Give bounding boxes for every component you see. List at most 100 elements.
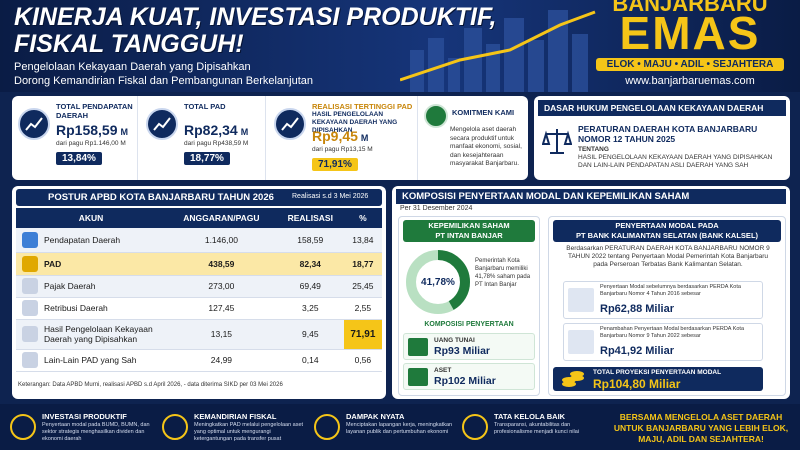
table-cell: 3,25	[302, 303, 319, 313]
kpi-icon	[146, 108, 178, 140]
tagline: ELOK • MAJU • ADIL • SEJAHTERA	[596, 58, 784, 71]
subtitle-line: Pengelolaan Kekayaan Daerah yang Dipisah…	[14, 61, 251, 73]
table-row: Retribusi Daerah 127,45 3,25 2,55	[16, 297, 382, 319]
footer-text: Transparansi, akuntabilitas dan profesio…	[494, 422, 579, 435]
ownership-title: KEPEMILIKAN SAHAM	[428, 221, 510, 230]
row-name: Pajak Daerah	[44, 281, 96, 291]
composition-item: UANG TUNAI Rp93 Miliar	[403, 333, 535, 360]
item-icon	[408, 368, 428, 386]
ownership-text: Pemerintah Kota Banjarbaru memiliki 41,7…	[475, 258, 531, 288]
kpi-value-row: Rp9,45 M	[312, 128, 368, 146]
kpi-value: Rp158,59	[56, 122, 118, 138]
subject: HASIL PENGELOLAAN KEKAYAAN DAERAH YANG D…	[578, 154, 773, 169]
kpi-percent: 18,77%	[184, 152, 230, 165]
row-name: PAD	[44, 258, 62, 269]
row-label: Lain-Lain PAD yang Sah	[22, 352, 165, 368]
kpi-note: dari pagu Rp438,59 M	[184, 140, 249, 147]
kpi-value-row: Rp158,59 M	[56, 122, 128, 140]
table-row: Hasil Pengelolaan Kekayaan Daerah yang D…	[16, 319, 382, 349]
composition-item: ASET Rp102 Miliar	[403, 363, 535, 390]
kpi-note: dari pagu Rp13,15 M	[312, 146, 373, 153]
item-icon	[568, 288, 594, 312]
kpi-icon	[18, 108, 50, 140]
bank-item-value: Rp62,88 Miliar	[600, 303, 674, 315]
composition-date: Per 31 Desember 2024	[400, 205, 473, 212]
column-header: %	[359, 213, 367, 223]
table-cell: 273,00	[208, 281, 235, 291]
item-label: ASET	[434, 367, 452, 374]
row-label: Pendapatan Daerah	[22, 231, 165, 248]
icon	[25, 117, 43, 131]
table-cell: 13,84	[352, 234, 374, 245]
commitment-title: KOMITMEN KAMI	[452, 108, 515, 117]
title-line: FISKAL TANGGUH!	[14, 30, 244, 58]
kpi-label: TOTAL PENDAPATAN DAERAH	[56, 102, 133, 120]
total-value: Rp104,80 Miliar	[593, 377, 681, 391]
table-cell: Pajak Daerah	[16, 275, 166, 297]
footer-title: DAMPAK NYATA	[346, 412, 405, 421]
table-row: PAD 438,59 82,34 18,77	[16, 252, 382, 275]
ownership-box: KEPEMILIKAN SAHAM PT INTAN BANJAR 41,78%…	[398, 216, 540, 396]
row-icon	[22, 352, 38, 368]
row-label: Retribusi Daerah	[22, 300, 165, 316]
kpi-unit: M	[120, 127, 128, 137]
table-cell: 438,59	[208, 258, 235, 269]
kpi-unit: M	[240, 127, 249, 137]
bank-item: Penyertaan Modal sebelumnya berdasarkan …	[563, 281, 763, 319]
footer-icon	[10, 414, 36, 440]
title-line: KINERJA KUAT, INVESTASI PRODUKTIF,	[14, 3, 497, 31]
kpi-percent: 71,91%	[312, 158, 358, 171]
kpi-unit: M	[360, 133, 369, 143]
total-label: TOTAL PROYEKSI PENYERTAAN MODAL	[593, 369, 722, 376]
commitment-icon	[424, 104, 448, 128]
table-cell: 25,45	[352, 281, 374, 291]
item-label: UANG TUNAI	[434, 337, 475, 344]
footer: BERSAMA MENGELOLA ASET DAERAH UNTUK BANJ…	[0, 404, 800, 450]
footer-title: INVESTASI PRODUKTIF	[42, 412, 127, 421]
kpi-value-row: Rp82,34 M	[184, 122, 248, 140]
kpi-label: TOTAL PAD	[184, 102, 226, 111]
row-label: PAD	[22, 255, 165, 272]
row-icon	[22, 278, 38, 294]
table-cell: 127,45	[208, 303, 235, 313]
table: AKUN ANGGARAN/PAGU REALISASI% Pendapatan Da…	[16, 208, 382, 372]
footer-text: Menciptakan lapangan kerja, meningkatkan…	[346, 422, 453, 435]
row-label: Pajak Daerah	[22, 278, 165, 294]
donut-label: 41,78%	[421, 277, 455, 288]
brand-top: BANJARBARU	[612, 0, 768, 16]
icon	[153, 117, 171, 131]
column-header: ANGGARAN/PAGU	[183, 213, 260, 223]
kpi-sublabel: HASIL PENGELOLAAN KEKAYAAN DAERAH YANG D…	[312, 111, 398, 134]
table-row: Lain-Lain PAD yang Sah 24,99 0,14 0,56	[16, 349, 382, 371]
table-cell: Lain-Lain PAD yang Sah	[16, 349, 166, 371]
footer-title: TATA KELOLA BAIK	[494, 412, 566, 421]
table-note: Realisasi s.d 3 Mei 2026	[292, 193, 369, 200]
footer-text: Penyertaan modal pada BUMD, BUMN, dan se…	[42, 422, 150, 442]
table-header-row: AKUN ANGGARAN/PAGU REALISASI%	[16, 208, 382, 228]
donut: 41,78%	[406, 250, 470, 314]
kpi-card: REALISASI TERTINGGI PAD HASIL PENGELOLAAN…	[268, 96, 418, 180]
bank-text: Berdasarkan PERATURAN DAERAH KOTA BANJAR…	[566, 245, 770, 268]
item-icon	[408, 338, 428, 356]
ownership-title: PT INTAN BANJAR	[435, 231, 503, 240]
table-row: Pajak Daerah 273,00 69,49 25,45	[16, 275, 382, 297]
table-cell: 13,15	[210, 329, 233, 339]
table-cell: 158,59	[297, 234, 324, 245]
table-cell: PAD	[16, 252, 166, 275]
column-header: REALISASI	[287, 213, 333, 223]
commitment-card: KOMITMEN KAMI Mengelola aset daerah secar…	[420, 96, 528, 180]
regulation: PERATURAN DAERAH KOTA BANJARBARU NOMOR 1…	[578, 124, 758, 144]
table-cell: 69,49	[299, 281, 321, 291]
footer-icon	[314, 414, 340, 440]
table-cell: 71,91	[343, 319, 382, 349]
item-value: Rp102 Miliar	[434, 375, 496, 387]
kpi-label: REALISASI TERTINGGI PAD	[312, 102, 413, 111]
table-cell: Retribusi Daerah	[16, 297, 166, 319]
row-label: Hasil Pengelolaan Kekayaan Daerah yang D…	[22, 324, 165, 344]
kpi-value: Rp9,45	[312, 128, 358, 144]
subtitle-line: Dorong Kemandirian Fiskal dan Pembanguna…	[14, 75, 314, 87]
table-panel: POSTUR APBD KOTA BANJARBARU TAHUN 2026 R…	[12, 186, 386, 399]
row-icon	[22, 255, 38, 272]
